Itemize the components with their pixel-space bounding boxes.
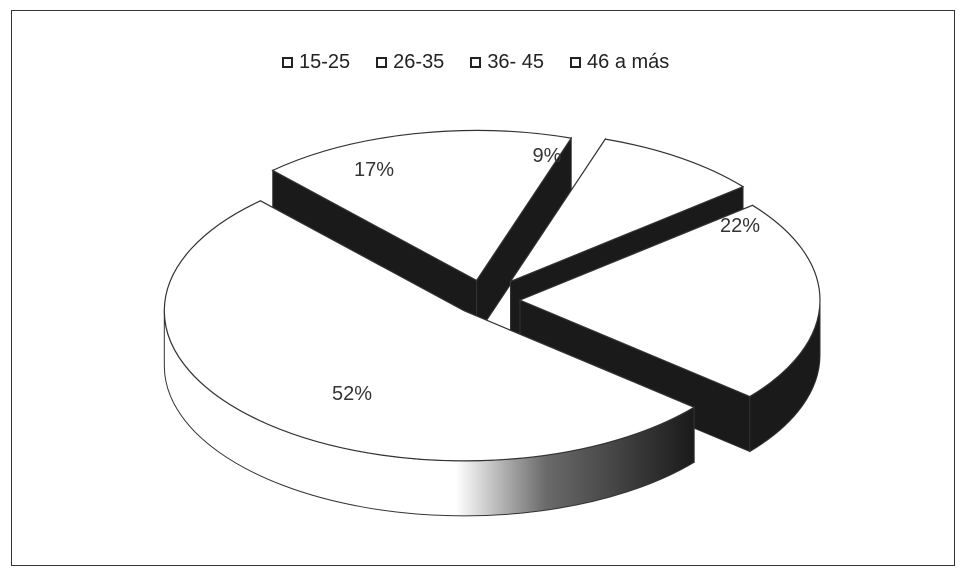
legend-label: 46 a más (587, 50, 670, 73)
pie-slice-46ams (518, 204, 821, 398)
pie-slice-36-45 (508, 138, 745, 283)
data-label: 52% (332, 383, 372, 405)
legend-swatch (470, 56, 482, 68)
pie-labels: 52% 17% 9% 22% (332, 145, 760, 405)
legend-label: 36- 45 (487, 50, 545, 73)
legend-swatch (570, 56, 582, 68)
pie-slice-26-35 (271, 129, 573, 282)
legend-label: 15-25 (299, 50, 351, 73)
legend-item-46-a-mas: 46 a más (570, 51, 669, 74)
legend-label: 26-35 (393, 50, 445, 73)
data-label: 17% (354, 159, 394, 181)
legend-item-15-25: 15-25 (282, 51, 350, 74)
data-label: 22% (720, 215, 760, 237)
legend-swatch (282, 56, 293, 68)
legend-item-26-35: 26-35 (376, 51, 444, 74)
chart-legend: 15-25 26-35 36- 45 46 a más (282, 49, 669, 75)
legend-item-36-45: 36- 45 (470, 51, 544, 74)
pie-slice-15-25 (163, 200, 696, 462)
data-label: 9% (533, 145, 562, 167)
legend-swatch (376, 56, 388, 68)
pie-tops (163, 129, 821, 462)
